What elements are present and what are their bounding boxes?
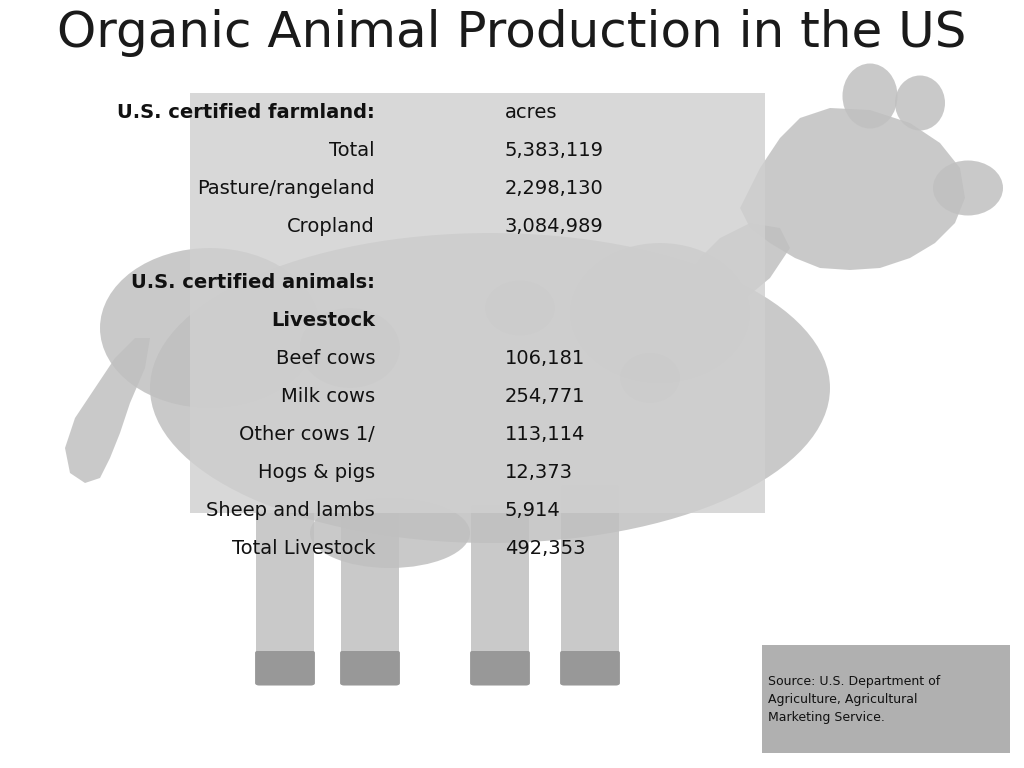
Text: 106,181: 106,181 bbox=[505, 349, 586, 369]
Ellipse shape bbox=[895, 75, 945, 131]
Text: 113,114: 113,114 bbox=[505, 425, 586, 445]
Text: 5,383,119: 5,383,119 bbox=[505, 141, 604, 161]
Text: 492,353: 492,353 bbox=[505, 539, 586, 558]
Polygon shape bbox=[65, 338, 150, 483]
FancyBboxPatch shape bbox=[561, 485, 618, 686]
Text: Hogs & pigs: Hogs & pigs bbox=[258, 464, 375, 482]
Text: 2,298,130: 2,298,130 bbox=[505, 180, 604, 198]
Ellipse shape bbox=[310, 498, 470, 568]
FancyBboxPatch shape bbox=[560, 651, 620, 685]
Text: Total Livestock: Total Livestock bbox=[231, 539, 375, 558]
Text: Pasture/rangeland: Pasture/rangeland bbox=[198, 180, 375, 198]
Ellipse shape bbox=[150, 233, 830, 543]
Text: 3,084,989: 3,084,989 bbox=[505, 217, 604, 237]
Text: U.S. certified farmland:: U.S. certified farmland: bbox=[118, 104, 375, 123]
FancyBboxPatch shape bbox=[190, 93, 765, 513]
Text: Other cows 1/: Other cows 1/ bbox=[240, 425, 375, 445]
FancyBboxPatch shape bbox=[256, 510, 314, 686]
Ellipse shape bbox=[485, 280, 555, 336]
Text: 254,771: 254,771 bbox=[505, 388, 586, 406]
Text: acres: acres bbox=[505, 104, 557, 123]
Text: Beef cows: Beef cows bbox=[275, 349, 375, 369]
Text: Total: Total bbox=[330, 141, 375, 161]
Text: Livestock: Livestock bbox=[271, 312, 375, 330]
Text: Cropland: Cropland bbox=[288, 217, 375, 237]
Ellipse shape bbox=[300, 308, 400, 388]
Ellipse shape bbox=[100, 248, 319, 408]
Ellipse shape bbox=[933, 161, 1002, 216]
FancyBboxPatch shape bbox=[762, 645, 1010, 753]
FancyBboxPatch shape bbox=[255, 651, 315, 685]
FancyBboxPatch shape bbox=[341, 510, 399, 686]
Ellipse shape bbox=[843, 64, 897, 128]
Text: 12,373: 12,373 bbox=[505, 464, 573, 482]
Text: Organic Animal Production in the US: Organic Animal Production in the US bbox=[57, 9, 967, 57]
Text: 5,914: 5,914 bbox=[505, 502, 561, 521]
FancyBboxPatch shape bbox=[340, 651, 400, 685]
Ellipse shape bbox=[620, 353, 680, 403]
Text: Sheep and lambs: Sheep and lambs bbox=[206, 502, 375, 521]
Text: Source: U.S. Department of
Agriculture, Agricultural
Marketing Service.: Source: U.S. Department of Agriculture, … bbox=[768, 674, 940, 723]
FancyBboxPatch shape bbox=[471, 505, 529, 686]
Text: U.S. certified animals:: U.S. certified animals: bbox=[131, 273, 375, 293]
Ellipse shape bbox=[570, 243, 750, 383]
FancyBboxPatch shape bbox=[470, 651, 530, 685]
Text: Milk cows: Milk cows bbox=[281, 388, 375, 406]
Polygon shape bbox=[680, 223, 790, 328]
Polygon shape bbox=[740, 108, 965, 270]
